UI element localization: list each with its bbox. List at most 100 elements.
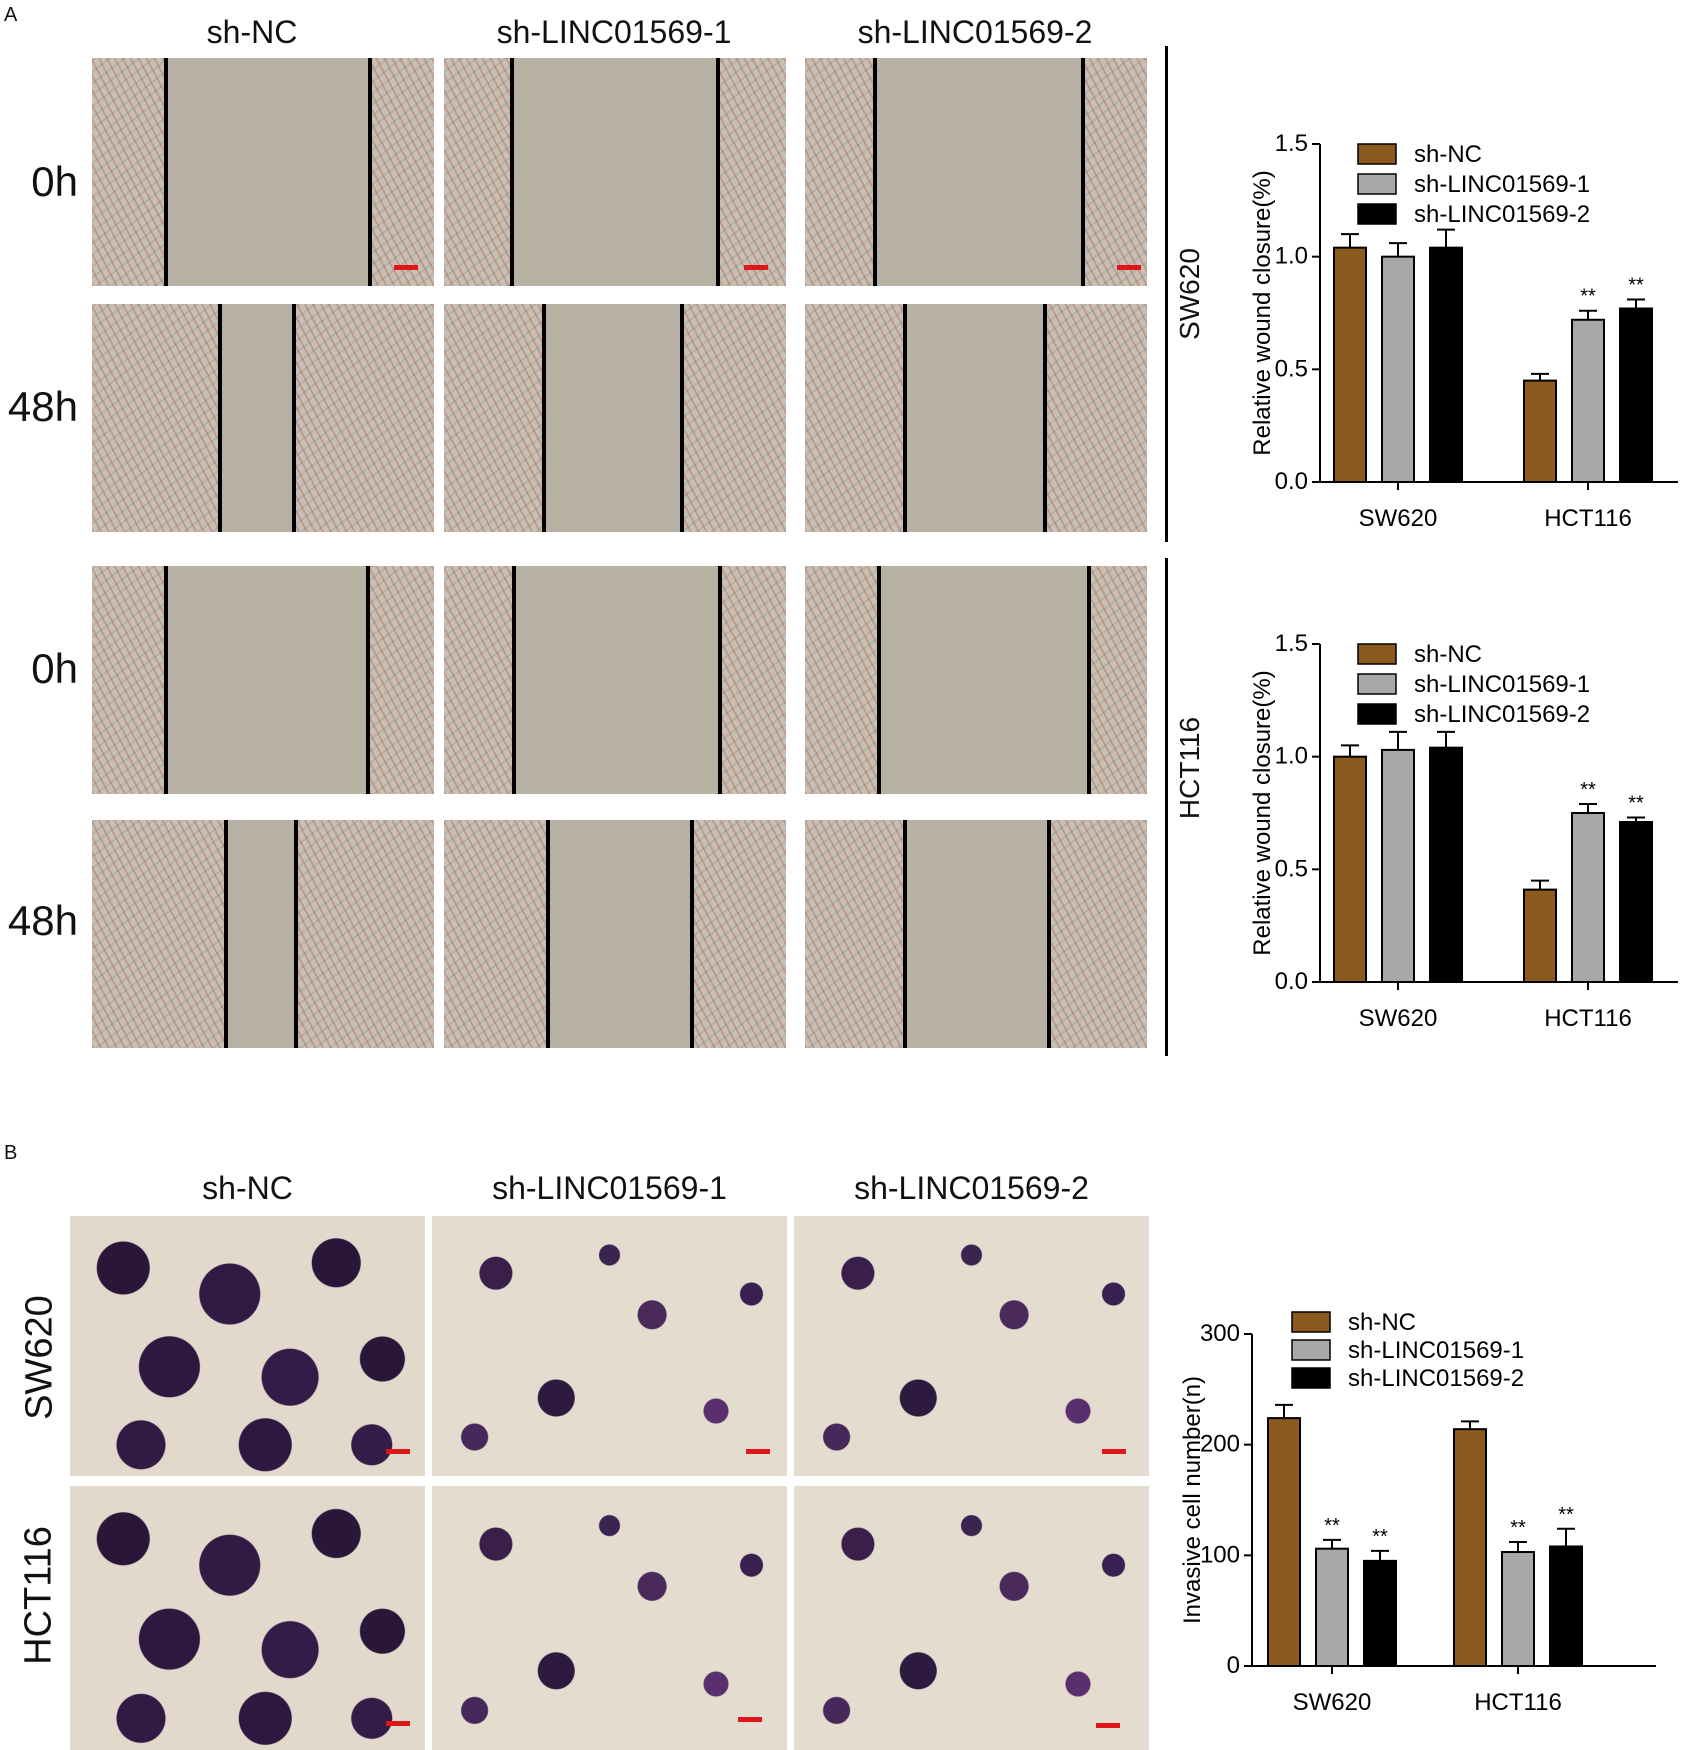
bracket-sw620	[1165, 46, 1168, 542]
significance-mark: **	[1580, 779, 1596, 801]
x-tick-label: SW620	[1293, 1689, 1372, 1716]
x-tick-label: SW620	[1359, 505, 1438, 532]
wound-closure-chart-1: 0.0 0.5 1.0 1.5 Relative wound closure(%) SW6…	[1249, 130, 1678, 532]
bar-hct116-2	[1549, 1545, 1583, 1667]
y-axis-label: Relative wound closure(%)	[1249, 670, 1276, 955]
panel-a-col-header-sh-linc01569-1: sh-LINC01569-1	[496, 14, 732, 50]
scale-bar	[744, 265, 768, 270]
bar-sw620-2	[1429, 246, 1463, 483]
scale-bar	[386, 1721, 410, 1726]
invasion-image-hct116-sh-nc	[70, 1486, 425, 1750]
panel-a-letter: A	[4, 4, 18, 26]
x-tick-label: SW620	[1359, 1005, 1438, 1032]
wound-image-hct116-48h-sh-nc	[92, 820, 434, 1048]
bar-sw620-2	[1429, 746, 1463, 983]
significance-mark: **	[1628, 793, 1644, 815]
bar-sw620-1	[1315, 1547, 1349, 1667]
wound-image-sw620-48h-sh-linc01569-2	[805, 304, 1147, 532]
bar-hct116-0	[1453, 1428, 1487, 1667]
scale-bar	[1102, 1449, 1126, 1454]
panel-a-row-label-0h-sw620: 0h	[31, 158, 78, 205]
panel-a-row-label-48h-hct116: 48h	[7, 897, 78, 944]
y-tick-label: 200	[1200, 1431, 1240, 1458]
legend-label: sh-NC	[1414, 641, 1482, 668]
y-tick-label: 0.0	[1275, 968, 1308, 995]
wound-image-sw620-48h-sh-nc	[92, 304, 434, 532]
wound-image-hct116-48h-sh-linc01569-1	[444, 820, 786, 1048]
x-tick-label: HCT116	[1474, 1689, 1562, 1716]
scale-bar	[1096, 1723, 1120, 1728]
legend-swatch	[1357, 643, 1397, 665]
invasion-image-sw620-sh-linc01569-1	[432, 1216, 787, 1476]
wound-image-sw620-0h-sh-nc	[92, 58, 434, 286]
wound-image-sw620-0h-sh-linc01569-1	[444, 58, 786, 286]
significance-mark: **	[1558, 1504, 1574, 1526]
legend-swatch	[1357, 673, 1397, 695]
y-tick-label: 1.5	[1275, 130, 1308, 157]
significance-mark: **	[1628, 274, 1644, 296]
bar-hct116-1	[1571, 812, 1605, 983]
significance-mark: **	[1372, 1526, 1388, 1548]
invasion-image-sw620-sh-nc	[70, 1216, 425, 1476]
panel-b-col-header-sh-nc: sh-NC	[202, 1170, 293, 1206]
invasion-chart: 0 100 200 300 Invasive cell number(n) ** ** SW6…	[1179, 1309, 1656, 1716]
bar-hct116-2	[1619, 307, 1653, 483]
wound-image-hct116-0h-sh-linc01569-2	[805, 566, 1147, 794]
bar-hct116-0	[1523, 379, 1557, 484]
bar-sw620-0	[1333, 755, 1367, 983]
y-tick-label: 1.0	[1275, 243, 1308, 270]
cell-line-label-sw620: SW620	[1174, 248, 1205, 340]
legend-label: sh-LINC01569-2	[1348, 1365, 1524, 1392]
legend-label: sh-NC	[1348, 1309, 1416, 1336]
bar-hct116-0	[1523, 888, 1557, 984]
y-tick-label: 0	[1227, 1652, 1240, 1679]
legend-swatch	[1357, 203, 1397, 225]
panel-a-row-label-0h-hct116: 0h	[31, 645, 78, 692]
panel-b-letter: B	[4, 1142, 18, 1164]
legend-label: sh-LINC01569-2	[1414, 701, 1590, 728]
bar-sw620-1	[1381, 748, 1415, 983]
panel-b-row-label-hct116: HCT116	[17, 1526, 60, 1665]
bar-hct116-2	[1619, 821, 1653, 983]
invasion-image-sw620-sh-linc01569-2	[794, 1216, 1149, 1476]
legend-swatch	[1357, 143, 1397, 165]
bar-sw620-0	[1267, 1417, 1301, 1667]
legend-label: sh-NC	[1414, 141, 1482, 168]
bar-sw620-2	[1363, 1559, 1397, 1667]
cell-line-label-hct116: HCT116	[1174, 716, 1205, 820]
legend-swatch	[1291, 1367, 1331, 1389]
legend-swatch	[1291, 1339, 1331, 1361]
wound-image-sw620-48h-sh-linc01569-1	[444, 304, 786, 532]
x-tick-label: HCT116	[1544, 505, 1632, 532]
panel-a-col-header-sh-linc01569-2: sh-LINC01569-2	[857, 14, 1093, 50]
bar-hct116-1	[1501, 1551, 1535, 1667]
panel-a-col-header-sh-nc: sh-NC	[206, 14, 298, 50]
y-axis-label: Relative wound closure(%)	[1249, 170, 1276, 455]
y-tick-label: 1.5	[1275, 630, 1308, 657]
y-tick-label: 0.5	[1275, 855, 1308, 882]
panel-b-col-header-sh-linc01569-2: sh-LINC01569-2	[854, 1170, 1089, 1206]
legend-swatch	[1291, 1311, 1331, 1333]
panel-b-col-header-sh-linc01569-1: sh-LINC01569-1	[492, 1170, 727, 1206]
legend-label: sh-LINC01569-1	[1414, 171, 1590, 198]
y-tick-label: 1.0	[1275, 743, 1308, 770]
bar-sw620-1	[1381, 255, 1415, 483]
scale-bar	[746, 1449, 770, 1454]
legend-swatch	[1357, 703, 1397, 725]
scale-bar	[1117, 265, 1141, 270]
y-tick-label: 100	[1200, 1541, 1240, 1568]
legend-label: sh-LINC01569-1	[1348, 1337, 1524, 1364]
y-tick-label: 0.0	[1275, 468, 1308, 495]
wound-image-hct116-48h-sh-linc01569-2	[805, 820, 1147, 1048]
bracket-hct116	[1165, 558, 1168, 1056]
y-tick-label: 300	[1200, 1320, 1240, 1347]
legend-label: sh-LINC01569-2	[1414, 201, 1590, 228]
y-tick-label: 0.5	[1275, 355, 1308, 382]
significance-mark: **	[1580, 286, 1596, 308]
x-tick-label: HCT116	[1544, 1005, 1632, 1032]
invasion-image-hct116-sh-linc01569-2	[794, 1486, 1149, 1750]
wound-image-sw620-0h-sh-linc01569-2	[805, 58, 1147, 286]
panel-b-row-label-sw620: SW620	[18, 1295, 61, 1420]
y-axis-label: Invasive cell number(n)	[1179, 1376, 1206, 1624]
wound-closure-chart-2: 0.0 0.5 1.0 1.5 Relative wound closure(%) SW6…	[1249, 630, 1678, 1032]
